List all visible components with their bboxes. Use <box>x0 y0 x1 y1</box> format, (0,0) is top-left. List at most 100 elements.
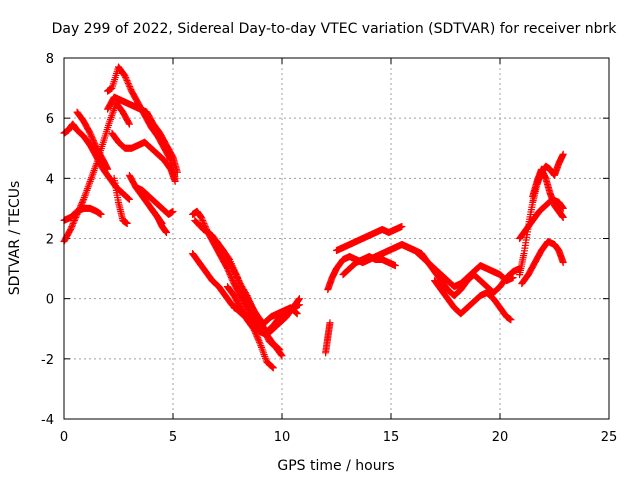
data-point <box>559 213 567 221</box>
data-point <box>295 295 303 303</box>
series-s11 <box>147 204 170 236</box>
series-s6 <box>104 93 181 176</box>
y-tick-label: 6 <box>46 112 54 127</box>
x-tick-labels: 0 5 10 15 20 25 <box>60 430 617 445</box>
data-point <box>225 268 233 276</box>
series-s3 <box>60 204 105 224</box>
x-tick-label: 10 <box>274 430 291 445</box>
data-point <box>173 168 181 176</box>
data-point <box>121 72 129 80</box>
series-s23 <box>431 277 515 324</box>
data-point <box>228 275 236 283</box>
x-tick-label: 0 <box>60 430 68 445</box>
y-tick-label: -2 <box>41 353 54 368</box>
data-point <box>171 177 179 185</box>
data-point <box>227 272 235 280</box>
data-point <box>122 74 130 82</box>
data-point <box>125 195 133 203</box>
data-point <box>68 222 76 230</box>
data-point <box>398 222 406 230</box>
data-point <box>252 331 260 339</box>
x-tick-label: 15 <box>383 430 400 445</box>
data-point <box>278 352 286 360</box>
data-point <box>253 332 261 340</box>
data-point <box>200 219 208 227</box>
x-tick-label: 20 <box>492 430 509 445</box>
series-s2 <box>60 120 133 203</box>
data-point <box>232 271 240 279</box>
data-point <box>235 277 243 285</box>
data-point <box>124 78 132 86</box>
data-point <box>268 363 276 371</box>
data-point <box>199 218 207 226</box>
y-tick-label: 4 <box>46 172 54 187</box>
data-point <box>199 216 207 224</box>
data-point <box>237 281 245 289</box>
data-point <box>89 137 97 145</box>
data-point <box>91 140 99 148</box>
data-point <box>254 334 262 342</box>
data-point <box>91 141 99 149</box>
data-point <box>125 120 133 128</box>
data-point <box>90 138 98 146</box>
series-s4 <box>73 108 112 173</box>
data-point <box>254 335 262 343</box>
data-point <box>509 274 517 282</box>
data-point <box>162 228 170 236</box>
data-point <box>123 219 131 227</box>
data-point <box>559 150 567 158</box>
data-point <box>86 129 94 137</box>
data-point <box>293 310 301 318</box>
data-point <box>236 280 244 288</box>
data-point <box>123 77 131 85</box>
data-point <box>70 218 78 226</box>
data-point <box>97 210 105 218</box>
data-point <box>258 322 266 330</box>
data-point <box>234 275 242 283</box>
y-tick-label: 8 <box>46 52 54 67</box>
series-s15 <box>213 238 286 360</box>
data-point <box>125 119 133 127</box>
data-points <box>60 63 567 372</box>
data-point <box>79 197 87 205</box>
y-tick-labels: -4 -2 0 2 4 6 8 <box>41 52 54 428</box>
data-point <box>104 165 112 173</box>
series-s8 <box>110 174 131 227</box>
data-point <box>227 274 235 282</box>
x-tick-label: 25 <box>601 430 618 445</box>
series-s22 <box>398 241 517 291</box>
series-s25 <box>516 195 567 242</box>
data-point <box>67 225 75 233</box>
series-s18 <box>322 319 334 357</box>
plot-frame <box>63 57 610 420</box>
data-point <box>277 351 285 359</box>
data-point <box>233 272 241 280</box>
series-s21 <box>339 253 399 279</box>
series-s10 <box>132 183 177 218</box>
data-point <box>70 216 78 224</box>
data-point <box>126 83 134 91</box>
x-tick-label: 5 <box>169 430 177 445</box>
y-tick-label: -4 <box>41 413 54 428</box>
series-s27 <box>529 165 567 221</box>
grid-lines <box>64 58 609 419</box>
data-point <box>87 132 95 140</box>
data-point <box>507 316 515 324</box>
data-point <box>269 364 277 372</box>
data-point <box>125 195 133 203</box>
series-s26 <box>518 238 567 288</box>
data-point <box>89 135 97 143</box>
y-tick-label: 0 <box>46 293 54 308</box>
data-point <box>69 219 77 227</box>
data-point <box>87 131 95 139</box>
x-axis-label: GPS time / hours <box>277 458 394 474</box>
data-point <box>391 262 399 270</box>
data-point <box>122 75 130 83</box>
series-s20 <box>333 222 406 255</box>
data-point <box>125 81 133 89</box>
data-point <box>69 221 77 229</box>
data-point <box>88 134 96 142</box>
data-point <box>269 363 277 371</box>
y-axis-label: SDTVAR / TECUs <box>7 181 23 296</box>
